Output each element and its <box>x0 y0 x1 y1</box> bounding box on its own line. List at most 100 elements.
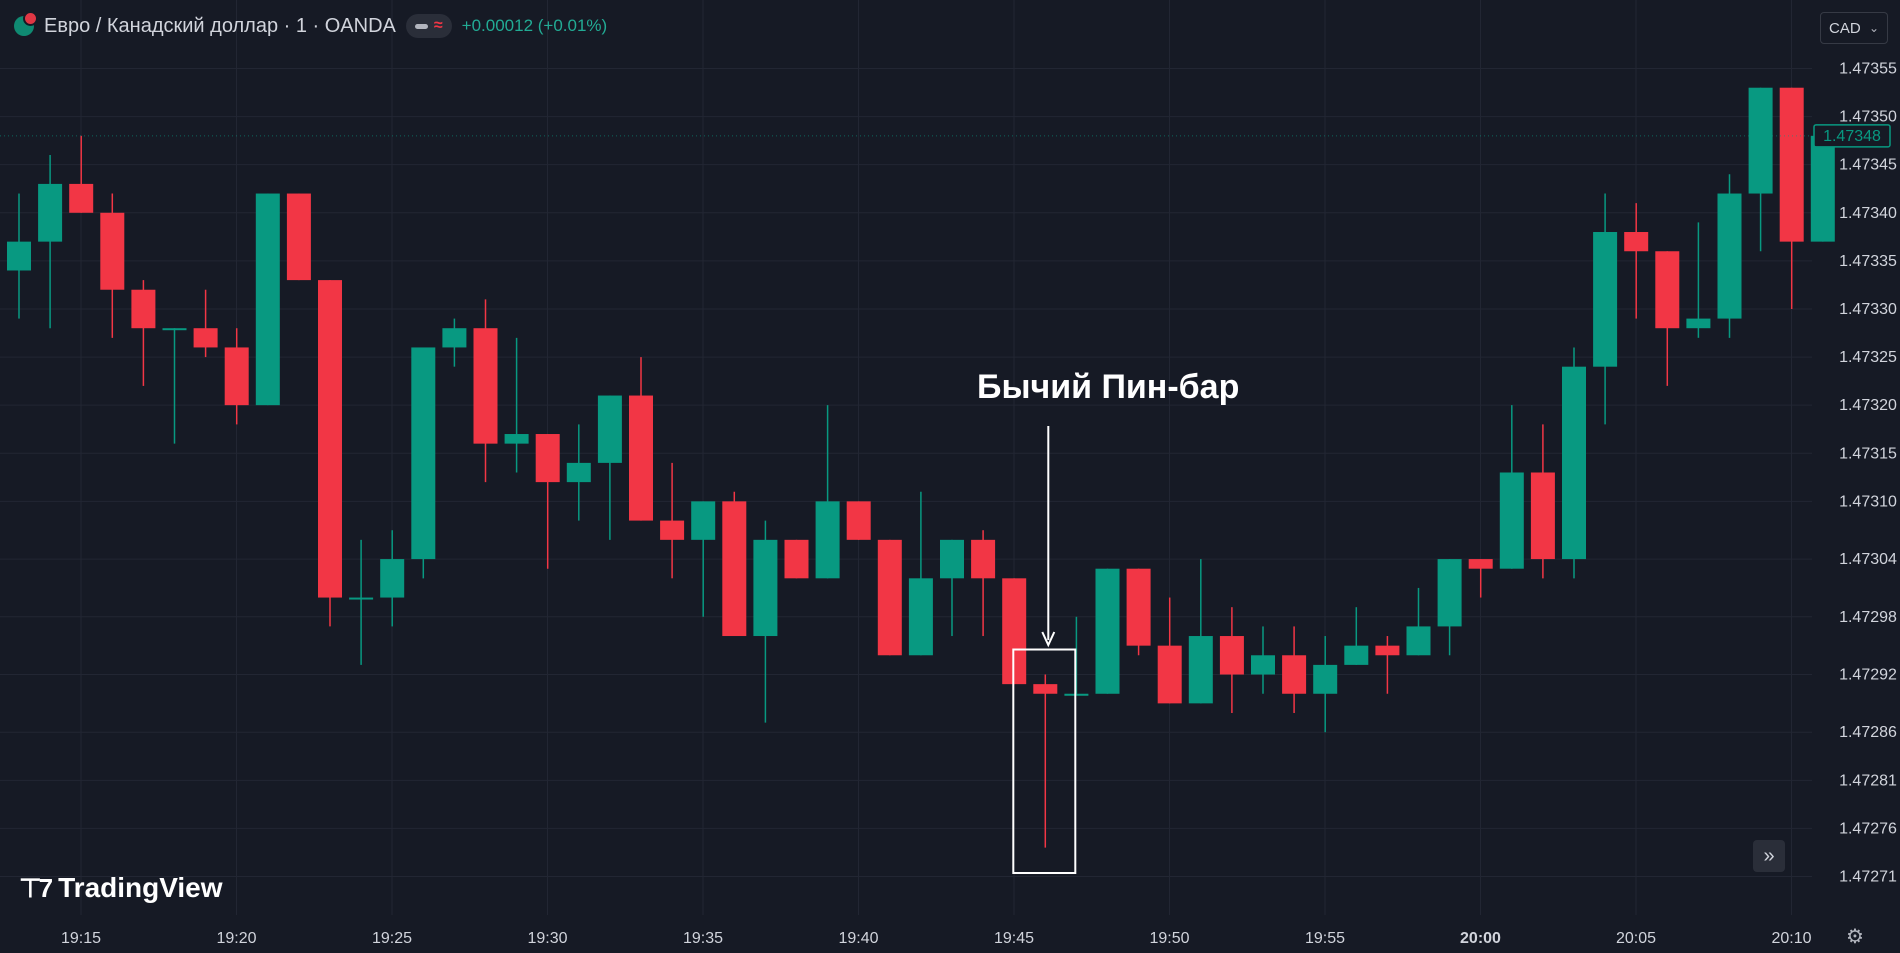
y-tick-label: 1.47325 <box>1839 349 1897 366</box>
candle-body <box>629 395 653 521</box>
candle-body <box>815 501 840 579</box>
candle-body <box>1530 472 1555 560</box>
y-tick-label: 1.47355 <box>1839 60 1897 77</box>
candle-body <box>473 328 498 444</box>
candle-body <box>1499 472 1524 569</box>
candle-body <box>380 559 405 598</box>
candle-body <box>255 193 280 406</box>
candle-body <box>1655 251 1680 329</box>
candle-body <box>1717 193 1742 319</box>
candle-body <box>162 328 187 331</box>
y-tick-label: 1.47315 <box>1839 445 1897 462</box>
y-tick-label: 1.47271 <box>1839 869 1897 886</box>
candle-body <box>100 212 125 290</box>
candle-body <box>286 193 311 281</box>
candle-body <box>1095 568 1120 694</box>
candle-body <box>1126 568 1151 646</box>
candle-body <box>691 501 716 540</box>
candle-body <box>784 539 809 579</box>
candle-body <box>722 501 747 637</box>
double-chevron-right-icon: » <box>1763 844 1775 867</box>
y-tick-label: 1.47286 <box>1839 724 1897 741</box>
candle-body <box>411 347 436 560</box>
candle-body <box>318 280 342 598</box>
time-axis[interactable]: 19:15 19:20 19:25 19:30 19:35 19:40 19:45 19:50… <box>61 930 1812 947</box>
candle-body <box>38 183 63 242</box>
price-axis[interactable]: 1.47355 1.47350 1.47345 1.47340 1.47335 1.473… <box>1813 60 1897 886</box>
y-tick-label: 1.47276 <box>1839 820 1897 837</box>
candle-body <box>660 520 685 540</box>
last-price-label: 1.47348 <box>1823 128 1881 145</box>
eur-cad-flag-icon <box>14 11 38 36</box>
y-tick-label: 1.47310 <box>1839 493 1897 510</box>
candle-body <box>1188 636 1213 704</box>
chart-grid <box>0 0 1812 915</box>
x-tick-label: 19:25 <box>372 930 412 947</box>
x-tick-label: 19:20 <box>216 930 256 947</box>
candle-body <box>908 578 933 656</box>
candle-body <box>131 289 156 329</box>
candle-body <box>1064 693 1089 696</box>
tradingview-logo-icon: ⊤7 <box>19 872 53 903</box>
tradingview-logo-text: TradingView <box>58 872 223 903</box>
tradingview-logo[interactable]: ⊤7 TradingView <box>19 872 223 904</box>
y-tick-label: 1.47281 <box>1839 772 1897 789</box>
candle-body <box>1157 645 1182 704</box>
candle-body <box>69 183 94 213</box>
candle-body <box>1002 578 1027 685</box>
pin-bar-highlight-box <box>1012 648 1077 874</box>
candle-body <box>1593 232 1618 367</box>
candle-body <box>1748 87 1773 194</box>
chart-header: Евро / Канадский доллар · 1 · OANDA ≈ +0… <box>14 11 607 40</box>
candle-body <box>1624 232 1649 252</box>
candle-body <box>193 328 218 348</box>
x-tick-label: 19:55 <box>1305 930 1345 947</box>
candle-body <box>1344 645 1369 665</box>
candle-body <box>224 347 249 406</box>
symbol-title[interactable]: Евро / Канадский доллар · 1 · OANDA <box>44 14 396 37</box>
market-status-pill[interactable]: ≈ <box>405 14 452 38</box>
candle-body <box>1375 645 1400 656</box>
candles-layer <box>7 87 1835 848</box>
candle-body <box>1437 559 1462 627</box>
x-tick-label: 19:50 <box>1149 930 1189 947</box>
settings-gear-button[interactable]: ⚙ <box>1844 925 1866 948</box>
candle-body <box>1562 366 1586 560</box>
candle-body <box>442 328 467 348</box>
candle-body <box>1282 655 1307 694</box>
candle-body <box>566 462 591 483</box>
y-tick-label: 1.47298 <box>1839 609 1897 626</box>
currency-select[interactable]: CAD ⌄ <box>1820 12 1888 44</box>
x-tick-label: 19:15 <box>61 930 101 947</box>
y-tick-label: 1.47335 <box>1839 253 1897 270</box>
x-tick-label: 20:00 <box>1460 930 1501 947</box>
scroll-to-realtime-button[interactable]: » <box>1753 840 1785 872</box>
currency-label: CAD <box>1829 19 1861 37</box>
y-tick-label: 1.47320 <box>1839 397 1897 414</box>
x-tick-label: 20:05 <box>1616 930 1656 947</box>
annotation-label: Бычий Пин-бар <box>977 368 1240 406</box>
x-tick-label: 19:30 <box>527 930 567 947</box>
candle-body <box>1468 559 1493 569</box>
y-tick-label: 1.47304 <box>1839 551 1897 568</box>
annotation-layer <box>0 135 1812 874</box>
candle-body <box>1313 664 1338 694</box>
candle-body <box>1779 87 1804 242</box>
candle-body <box>535 434 560 483</box>
x-tick-label: 19:35 <box>683 930 723 947</box>
candle-body <box>1406 626 1431 656</box>
candle-body <box>1033 684 1058 694</box>
x-tick-label: 19:45 <box>994 930 1034 947</box>
candle-body <box>1686 318 1711 329</box>
candle-body <box>504 434 529 444</box>
candle-body <box>7 241 31 271</box>
wave-icon: ≈ <box>433 17 443 34</box>
candle-body <box>753 539 778 637</box>
last-price-badge <box>1813 124 1891 148</box>
y-tick-label: 1.47350 <box>1839 109 1897 126</box>
gear-icon: ⚙ <box>1846 925 1864 948</box>
y-tick-label: 1.47345 <box>1839 157 1897 174</box>
candle-body <box>1810 135 1835 242</box>
candle-body <box>846 501 871 540</box>
